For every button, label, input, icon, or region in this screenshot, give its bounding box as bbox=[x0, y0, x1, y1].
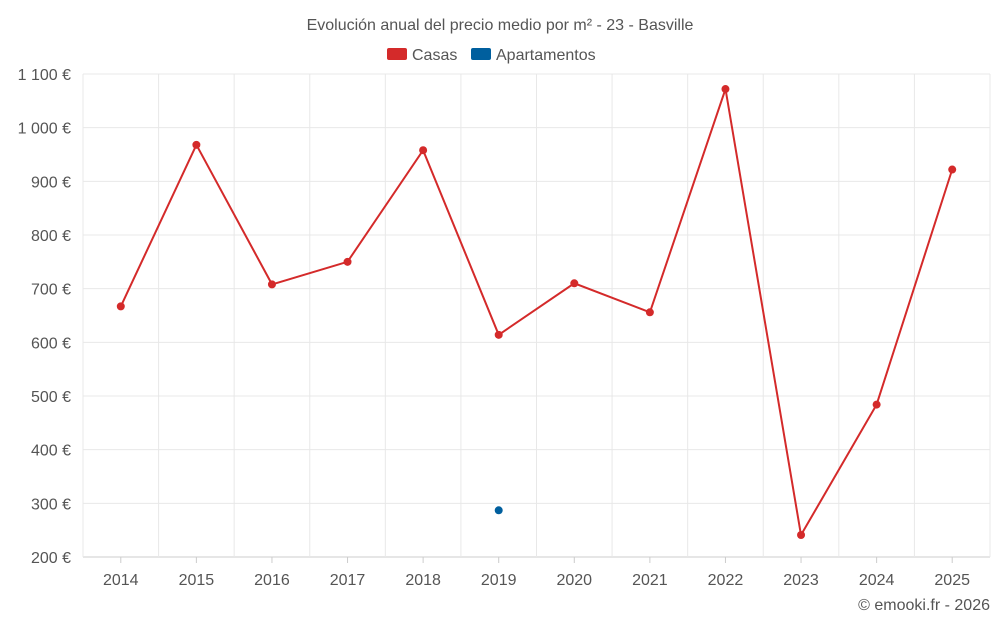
legend-swatch-apartamentos[interactable] bbox=[471, 48, 491, 60]
x-tick-label: 2014 bbox=[103, 572, 139, 589]
x-tick-label: 2016 bbox=[254, 572, 290, 589]
x-tick-label: 2015 bbox=[179, 572, 215, 589]
x-tick-label: 2023 bbox=[783, 572, 819, 589]
grid bbox=[82, 73, 991, 558]
x-tick-label: 2022 bbox=[708, 572, 744, 589]
data-point-casas-2016[interactable] bbox=[267, 280, 276, 289]
y-tick-label: 400 € bbox=[31, 443, 71, 460]
legend: Casas Apartamentos bbox=[387, 47, 596, 64]
y-tick-label: 1 100 € bbox=[18, 67, 71, 84]
series-line-casas bbox=[119, 88, 954, 538]
data-point-casas-2024[interactable] bbox=[872, 400, 881, 409]
y-tick-label: 500 € bbox=[31, 389, 71, 406]
credit-text: © emooki.fr - 2026 bbox=[858, 597, 990, 614]
data-point-casas-2020[interactable] bbox=[570, 279, 579, 288]
y-tick-label: 800 € bbox=[31, 228, 71, 245]
data-point-casas-2017[interactable] bbox=[343, 257, 352, 266]
legend-label-casas[interactable]: Casas bbox=[412, 47, 457, 64]
y-tick-label: 900 € bbox=[31, 174, 71, 191]
x-tick-label: 2018 bbox=[405, 572, 441, 589]
data-point-casas-2015[interactable] bbox=[192, 140, 201, 149]
x-tick-label: 2020 bbox=[556, 572, 592, 589]
legend-label-apartamentos[interactable]: Apartamentos bbox=[496, 47, 596, 64]
data-point-casas-2025[interactable] bbox=[948, 165, 957, 174]
data-point-casas-2018[interactable] bbox=[419, 146, 428, 155]
y-tick-label: 200 € bbox=[31, 550, 71, 567]
series-layer bbox=[116, 85, 957, 539]
data-point-casas-2021[interactable] bbox=[645, 308, 654, 317]
x-axis: 2014 2015 2016 2017 2018 2019 2020 2021 2022 2023… bbox=[103, 557, 970, 589]
data-point-casas-2022[interactable] bbox=[721, 85, 730, 94]
data-point-casas-2023[interactable] bbox=[797, 530, 806, 539]
data-point-casas-2014[interactable] bbox=[116, 302, 125, 311]
x-tick-label: 2017 bbox=[330, 572, 366, 589]
x-tick-label: 2019 bbox=[481, 572, 517, 589]
data-point-casas-2019[interactable] bbox=[494, 330, 503, 339]
y-tick-label: 1 000 € bbox=[18, 121, 71, 138]
y-axis: 200 € 300 € 400 € 500 € 600 € 700 € 800 € 900 €… bbox=[18, 67, 71, 567]
y-tick-label: 300 € bbox=[31, 496, 71, 513]
x-tick-label: 2024 bbox=[859, 572, 895, 589]
chart-title: Evolución anual del precio medio por m² … bbox=[307, 17, 694, 34]
legend-swatch-casas[interactable] bbox=[387, 48, 407, 60]
y-tick-label: 700 € bbox=[31, 282, 71, 299]
y-tick-label: 600 € bbox=[31, 335, 71, 352]
x-tick-label: 2021 bbox=[632, 572, 668, 589]
x-tick-label: 2025 bbox=[934, 572, 970, 589]
data-point-apartamentos-2019[interactable] bbox=[494, 506, 503, 515]
